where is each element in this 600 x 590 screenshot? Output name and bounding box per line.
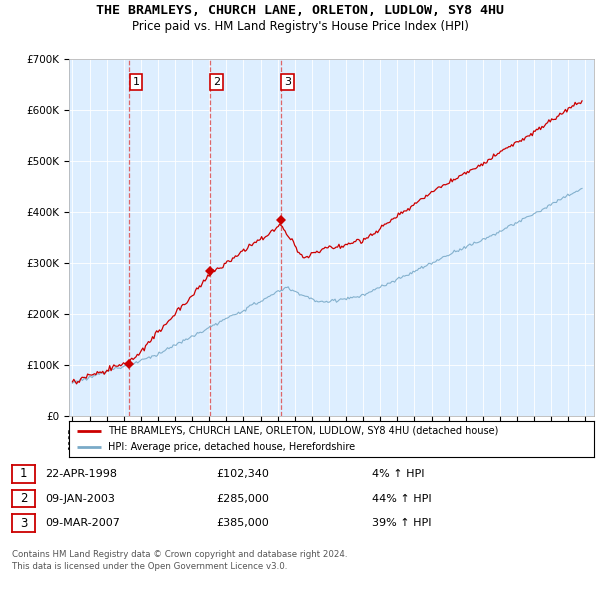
Text: 2: 2	[213, 77, 220, 87]
Text: 22-APR-1998: 22-APR-1998	[45, 469, 117, 478]
Text: 44% ↑ HPI: 44% ↑ HPI	[372, 494, 431, 503]
Text: 3: 3	[20, 517, 27, 530]
Text: THE BRAMLEYS, CHURCH LANE, ORLETON, LUDLOW, SY8 4HU: THE BRAMLEYS, CHURCH LANE, ORLETON, LUDL…	[96, 4, 504, 17]
Text: Price paid vs. HM Land Registry's House Price Index (HPI): Price paid vs. HM Land Registry's House …	[131, 20, 469, 33]
Text: 1: 1	[20, 467, 27, 480]
Text: £385,000: £385,000	[216, 519, 269, 528]
Text: This data is licensed under the Open Government Licence v3.0.: This data is licensed under the Open Gov…	[12, 562, 287, 571]
Text: 4% ↑ HPI: 4% ↑ HPI	[372, 469, 425, 478]
Text: THE BRAMLEYS, CHURCH LANE, ORLETON, LUDLOW, SY8 4HU (detached house): THE BRAMLEYS, CHURCH LANE, ORLETON, LUDL…	[109, 425, 499, 435]
Text: 1: 1	[133, 77, 139, 87]
Text: HPI: Average price, detached house, Herefordshire: HPI: Average price, detached house, Here…	[109, 442, 355, 453]
Text: 09-JAN-2003: 09-JAN-2003	[45, 494, 115, 503]
Text: £102,340: £102,340	[216, 469, 269, 478]
Text: 2: 2	[20, 492, 27, 505]
Text: 09-MAR-2007: 09-MAR-2007	[45, 519, 120, 528]
Text: £285,000: £285,000	[216, 494, 269, 503]
Text: 3: 3	[284, 77, 291, 87]
Text: 39% ↑ HPI: 39% ↑ HPI	[372, 519, 431, 528]
Text: Contains HM Land Registry data © Crown copyright and database right 2024.: Contains HM Land Registry data © Crown c…	[12, 550, 347, 559]
